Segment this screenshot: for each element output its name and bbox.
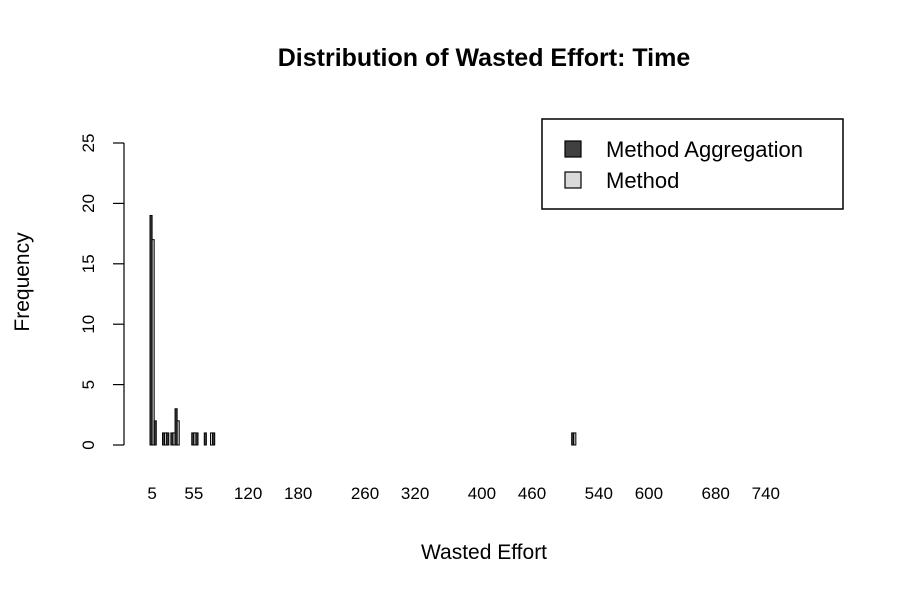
legend-swatch-method-aggregation: [564, 140, 582, 158]
bar-group: [149, 214, 155, 446]
legend-label-method-aggregation: Method Aggregation: [606, 137, 803, 162]
bar: [203, 432, 207, 446]
legend: Method Aggregation Method: [541, 118, 844, 210]
bar: [151, 239, 155, 446]
y-tick-label: 20: [79, 194, 98, 213]
x-tick-label: 540: [585, 484, 613, 503]
bar: [176, 420, 180, 446]
y-tick-label: 5: [79, 380, 98, 389]
x-tick-label: 55: [184, 484, 203, 503]
bar-group: [174, 408, 180, 446]
x-tick-label: 5: [147, 484, 156, 503]
x-tick-label: 600: [635, 484, 663, 503]
x-tick-label: 320: [401, 484, 429, 503]
bar-group: [195, 432, 199, 446]
y-tick-label: 10: [79, 315, 98, 334]
bar-group: [212, 432, 216, 446]
bar: [212, 432, 216, 446]
x-tick-label: 120: [234, 484, 262, 503]
bar-groups: [149, 214, 577, 446]
y-tick-label: 0: [79, 440, 98, 449]
y-axis: 0 5 10 15 20 25: [79, 134, 125, 450]
x-axis-tick-labels: 5 55 120 180 260 320 400 460 540 600 680 740: [147, 484, 780, 503]
legend-swatch-method: [564, 171, 582, 189]
bar-group: [166, 432, 170, 446]
bar-group: [191, 432, 197, 446]
chart-title: Distribution of Wasted Effort: Time: [278, 44, 691, 72]
bar: [573, 432, 577, 446]
x-axis-label: Wasted Effort: [421, 541, 547, 564]
bar-group: [571, 432, 577, 446]
x-tick-label: 400: [468, 484, 496, 503]
bar-group: [170, 432, 176, 446]
y-tick-label: 25: [79, 134, 98, 153]
x-tick-label: 260: [351, 484, 379, 503]
x-tick-label: 740: [752, 484, 780, 503]
bar: [153, 420, 157, 446]
x-tick-label: 680: [702, 484, 730, 503]
legend-label-method: Method: [606, 168, 679, 193]
y-tick-label: 15: [79, 254, 98, 273]
bar: [166, 432, 170, 446]
bar-group: [153, 420, 157, 446]
x-tick-label: 460: [518, 484, 546, 503]
bar-group: [162, 432, 168, 446]
legend-box: [541, 118, 844, 210]
bar-group: [203, 432, 207, 446]
y-axis-label: Frequency: [11, 232, 34, 332]
bar: [195, 432, 199, 446]
x-tick-label: 180: [284, 484, 312, 503]
